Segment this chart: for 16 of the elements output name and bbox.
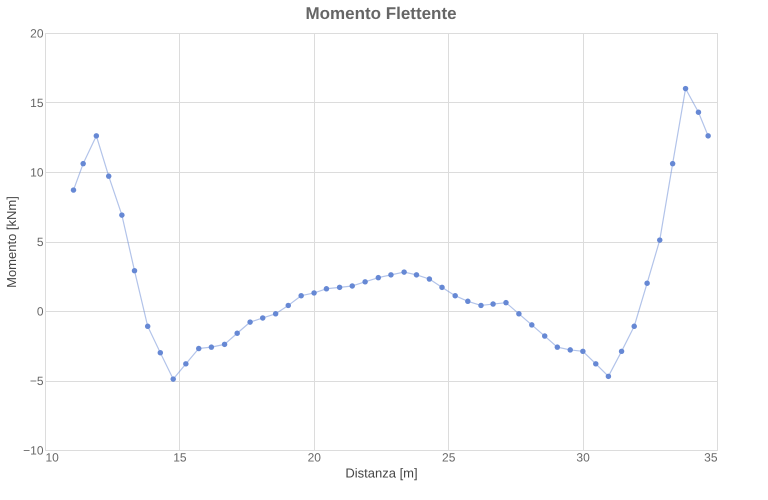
y-tick-label: 5 xyxy=(36,235,44,249)
x-tick-label: 10 xyxy=(46,450,60,464)
y-tick-label: 10 xyxy=(30,166,44,180)
x-tick-label: 20 xyxy=(308,450,322,464)
y-axis-title: Momento [kNm] xyxy=(4,196,20,288)
y-tick-label: −5 xyxy=(30,374,44,388)
x-tick-label: 35 xyxy=(704,450,718,464)
x-tick-label: 25 xyxy=(442,450,456,464)
x-tick-label: 15 xyxy=(173,450,187,464)
y-tick-label: 15 xyxy=(30,96,44,110)
x-axis-title: Distanza [m] xyxy=(345,466,418,480)
x-tick-label: 30 xyxy=(576,450,590,464)
y-tick-label: 20 xyxy=(30,26,44,40)
chart-title: Momento Flettente xyxy=(305,4,457,23)
y-tick-label: 0 xyxy=(36,304,44,318)
y-tick-label: −10 xyxy=(23,444,44,458)
